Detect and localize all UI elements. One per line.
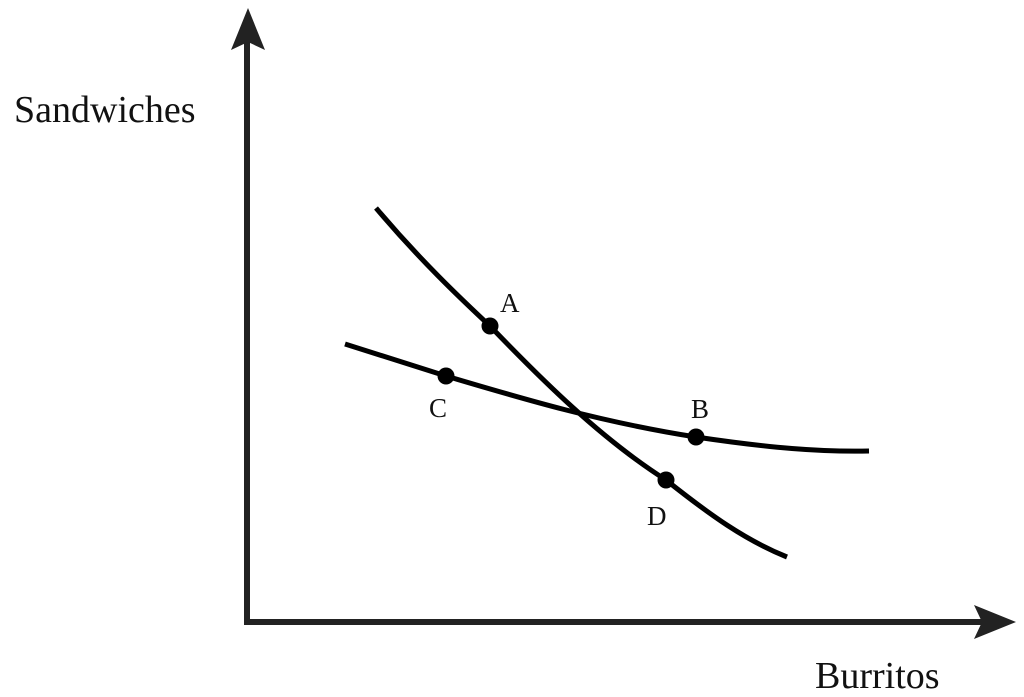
point-a-marker [481, 317, 499, 335]
point-b-label: B [691, 394, 709, 424]
y-axis-label: Sandwiches [14, 89, 196, 131]
point-b: B [687, 394, 709, 446]
x-axis-arrow-icon [974, 605, 1016, 639]
point-c: C [429, 367, 455, 423]
point-a-label: A [500, 288, 520, 318]
point-d: D [647, 471, 675, 531]
y-axis [231, 8, 265, 625]
flat-curve [344, 341, 870, 454]
point-d-marker [657, 471, 675, 489]
x-axis [244, 605, 1016, 639]
point-a: A [481, 288, 520, 335]
point-b-marker [687, 428, 705, 446]
x-axis-label: Burritos [815, 655, 940, 697]
steep-curve [374, 206, 788, 560]
point-c-label: C [429, 393, 447, 423]
point-d-label: D [647, 501, 667, 531]
y-axis-arrow-icon [231, 8, 265, 50]
point-c-marker [437, 367, 455, 385]
